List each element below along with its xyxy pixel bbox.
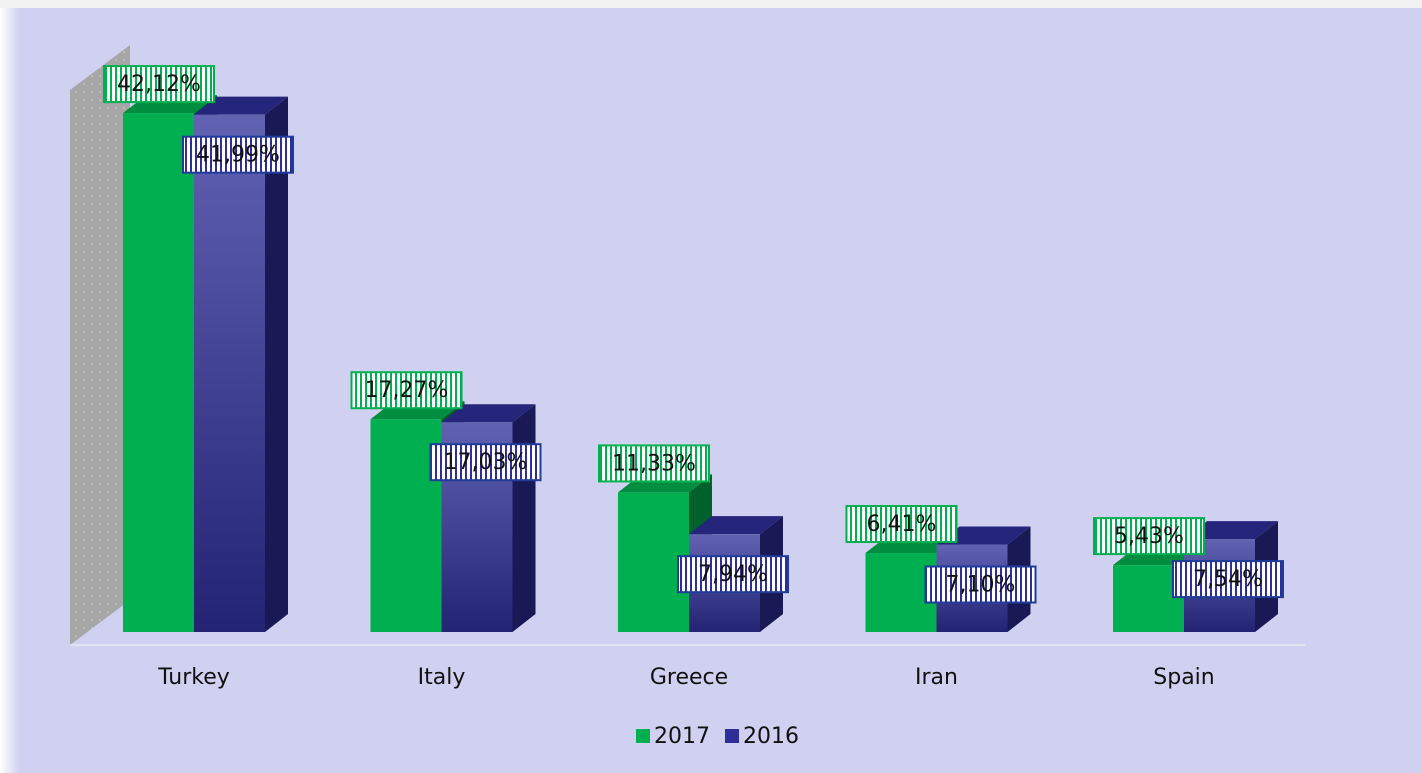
data-label-box [103,65,215,104]
legend-label: 2017 [654,724,710,749]
data-label: 5,43% [1114,524,1184,549]
bar-top [689,516,783,535]
data-label-box [350,371,463,410]
data-label-box [1172,560,1284,599]
data-label: 7,10% [946,573,1016,598]
data-label: 7,94% [698,562,768,587]
legend-swatch [725,729,739,743]
plot-edge [0,8,20,773]
data-label-box [924,565,1037,604]
data-label: 6,41% [867,512,937,537]
x-tick-label: Italy [418,665,466,690]
data-label-box [182,135,294,174]
data-label-box [1093,517,1205,556]
legend-label: 2016 [743,724,799,749]
data-label: 17,03% [444,450,528,475]
bar-top [441,404,536,423]
data-label: 42,12% [117,72,201,97]
legend-swatch [636,729,650,743]
x-tick-label: Greece [650,665,728,690]
data-label: 11,33% [612,451,696,476]
data-label: 17,27% [365,378,449,403]
data-label-box [677,555,789,594]
x-tick-label: Spain [1153,665,1214,690]
back-wall [70,45,130,645]
bar [194,114,265,632]
data-label-box [429,443,542,482]
x-tick-label: Iran [915,665,958,690]
bar [123,113,194,632]
bar-top [194,96,288,115]
data-label-box [598,444,710,483]
data-label: 7,54% [1193,567,1263,592]
x-tick-label: Turkey [157,665,230,690]
bar-side [512,404,536,632]
bar-side [265,96,288,632]
bar-top [936,526,1031,545]
bar-top [1184,521,1278,540]
data-label: 41,99% [196,143,280,168]
data-label-box [845,505,958,544]
